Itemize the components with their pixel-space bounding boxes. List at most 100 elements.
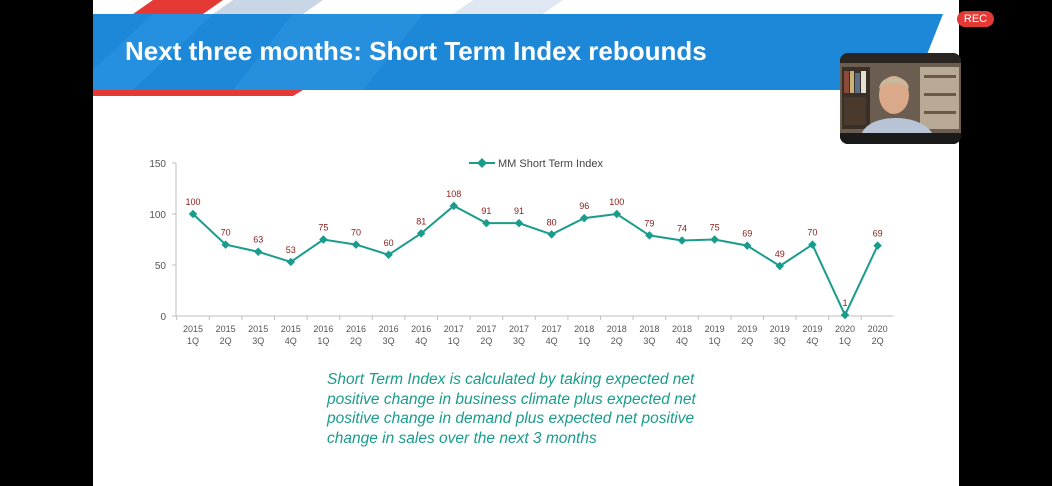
- y-tick-label: 100: [149, 210, 166, 221]
- x-tick-label-quarter: 3Q: [252, 336, 264, 346]
- y-tick-label: 50: [155, 261, 167, 272]
- x-tick-label-quarter: 1Q: [709, 336, 721, 346]
- data-point: [710, 235, 719, 244]
- data-point: [840, 310, 850, 320]
- presentation-slide: Next three months: Short Term Index rebo…: [93, 0, 959, 486]
- series-layer: 100 70 63 53 75 70 60 81 108 91 91 80 96 100 79 74 75 69 4…: [185, 189, 883, 320]
- data-label: 63: [253, 235, 263, 245]
- data-label: 79: [644, 218, 654, 228]
- x-tick-label-year: 2018: [607, 324, 627, 334]
- data-point: [351, 240, 361, 249]
- x-tick-label-year: 2017: [476, 324, 496, 334]
- data-label: 80: [547, 217, 557, 227]
- x-tick-label-quarter: 3Q: [383, 336, 395, 346]
- x-tick-label-quarter: 1Q: [317, 336, 329, 346]
- x-tick-label-year: 2015: [216, 324, 236, 334]
- y-tick-label: 150: [149, 159, 166, 170]
- x-tick-label-quarter: 1Q: [839, 336, 851, 346]
- x-tick-label-quarter: 4Q: [415, 336, 427, 346]
- data-label: 100: [609, 197, 624, 207]
- data-label: 75: [710, 223, 720, 233]
- x-tick-label-year: 2016: [313, 324, 333, 334]
- data-point: [482, 218, 491, 228]
- data-label: 1: [842, 298, 847, 308]
- x-tick-label-year: 2019: [705, 324, 725, 334]
- chart-legend: MM Short Term Index: [469, 158, 603, 170]
- data-point: [873, 241, 882, 250]
- data-label: 75: [318, 223, 328, 233]
- x-tick-label-year: 2017: [542, 324, 562, 334]
- data-label: 53: [286, 245, 296, 255]
- x-tick-label-quarter: 1Q: [448, 336, 460, 346]
- x-tick-label-quarter: 4Q: [285, 336, 297, 346]
- data-label: 81: [416, 216, 426, 226]
- y-tick-label: 0: [160, 312, 166, 323]
- x-tick-label-year: 2016: [379, 324, 399, 334]
- x-tick-label-quarter: 3Q: [513, 336, 525, 346]
- x-tick-label-year: 2018: [639, 324, 659, 334]
- x-tick-label-quarter: 2Q: [220, 336, 232, 346]
- x-tick-label-year: 2019: [770, 324, 790, 334]
- x-tick-label-year: 2020: [835, 324, 855, 334]
- x-tick-label-quarter: 3Q: [774, 336, 786, 346]
- x-tick-label-year: 2015: [183, 324, 203, 334]
- line-chart: 0 50 100 150 2015 1Q 2015 2Q 2015 3Q 2015 4Q 2016 1Q 2…: [149, 158, 894, 346]
- note-line: Short Term Index is calculated by taking…: [327, 371, 695, 388]
- data-point: [677, 236, 687, 245]
- data-label: 108: [446, 189, 461, 199]
- title-banner: [93, 0, 943, 96]
- x-tick-label-year: 2015: [281, 324, 301, 334]
- slide-title: Next three months: Short Term Index rebo…: [125, 36, 707, 66]
- note-line: positive change in demand plus expected …: [327, 410, 695, 427]
- x-tick-label-quarter: 3Q: [643, 336, 655, 346]
- x-tick-label-year: 2019: [737, 324, 757, 334]
- data-label: 100: [185, 197, 200, 207]
- data-point: [416, 229, 426, 238]
- x-tick-label-year: 2018: [672, 324, 692, 334]
- data-label: 70: [221, 228, 231, 238]
- legend-marker-swatch: [477, 158, 487, 168]
- note-line: positive change in business climate plus…: [327, 390, 696, 408]
- x-tick-label-year: 2016: [346, 324, 366, 334]
- data-point: [579, 213, 589, 223]
- data-label: 60: [384, 238, 394, 248]
- data-label: 69: [873, 229, 883, 239]
- x-tick-label-year: 2020: [868, 324, 888, 334]
- data-point: [286, 257, 296, 267]
- x-tick-label-quarter: 2Q: [741, 336, 753, 346]
- legend-label: MM Short Term Index: [498, 158, 603, 170]
- webcam-feed-icon: [840, 53, 961, 144]
- data-point: [221, 240, 230, 249]
- chart-axes: 0 50 100 150 2015 1Q 2015 2Q 2015 3Q 2015 4Q 2016 1Q 2…: [149, 159, 894, 346]
- x-tick-label-quarter: 4Q: [676, 336, 688, 346]
- data-label: 91: [481, 206, 491, 216]
- x-tick-label-year: 2015: [248, 324, 268, 334]
- x-tick-label-year: 2017: [444, 324, 464, 334]
- webcam-video-thumbnail[interactable]: [840, 53, 961, 144]
- x-tick-label-quarter: 1Q: [578, 336, 590, 346]
- data-label: 91: [514, 206, 524, 216]
- x-tick-label-year: 2018: [574, 324, 594, 334]
- x-tick-label-quarter: 2Q: [350, 336, 362, 346]
- data-label: 49: [775, 249, 785, 259]
- data-label: 70: [351, 228, 361, 238]
- x-tick-label-quarter: 4Q: [546, 336, 558, 346]
- x-tick-label-quarter: 2Q: [872, 336, 884, 346]
- data-point: [253, 247, 263, 256]
- data-point: [547, 230, 556, 239]
- x-tick-label-quarter: 1Q: [187, 336, 199, 346]
- recording-badge: REC: [957, 11, 994, 27]
- index-definition-note: Short Term Index is calculated by taking…: [327, 370, 747, 448]
- x-tick-label-quarter: 4Q: [806, 336, 818, 346]
- data-point: [188, 209, 198, 219]
- data-label: 96: [579, 201, 589, 211]
- series-line: [192, 204, 879, 318]
- data-point: [384, 250, 393, 260]
- data-point: [514, 218, 524, 228]
- data-label: 69: [742, 229, 752, 239]
- data-label: 74: [677, 224, 687, 234]
- note-line: change in sales over the next 3 months: [327, 429, 597, 447]
- data-label: 70: [807, 228, 817, 238]
- x-tick-label-year: 2016: [411, 324, 431, 334]
- x-tick-label-year: 2019: [802, 324, 822, 334]
